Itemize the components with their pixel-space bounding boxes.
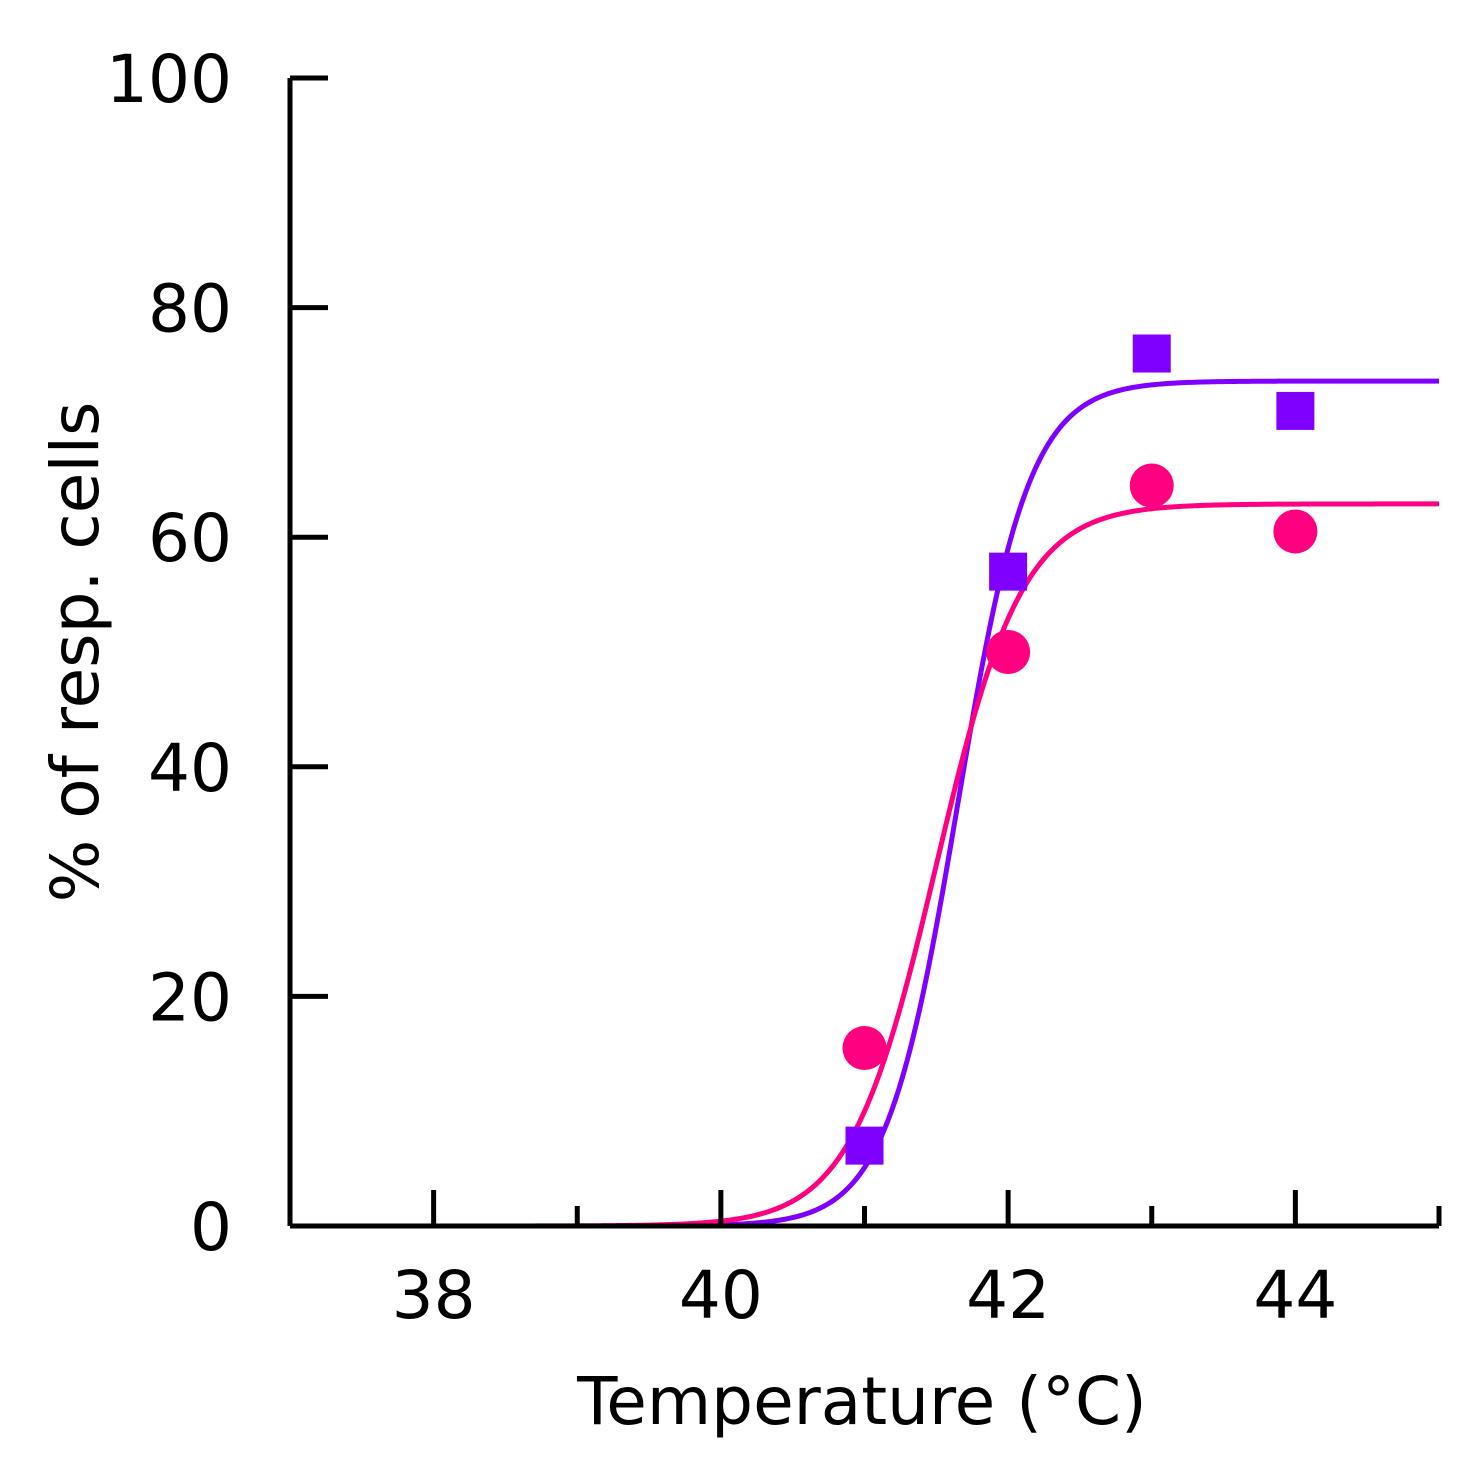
data-point-circles: [1273, 509, 1318, 554]
fit-curve-squares: [290, 378, 1439, 1229]
data-point-squares: [1132, 334, 1171, 373]
data-point-squares: [845, 1126, 884, 1165]
y-tick-label: 0: [190, 1189, 232, 1266]
x-tick-label: 40: [679, 1257, 763, 1334]
x-tick-label: 38: [392, 1257, 476, 1334]
x-tick-label: 44: [1253, 1257, 1337, 1334]
axis-ticks: 0 20 40 60 80 100 38 40 42 44: [106, 41, 1442, 1334]
y-axis-title: % of resp. cells: [37, 402, 114, 903]
data-point-circles: [986, 630, 1031, 674]
data-point-circles: [842, 1026, 887, 1071]
x-tick-label: 42: [966, 1257, 1050, 1334]
y-tick-label: 40: [148, 730, 232, 807]
fit-curve-circles: [290, 501, 1439, 1229]
data-point-circles: [1129, 463, 1174, 508]
data-points: [842, 334, 1318, 1165]
y-tick-label: 100: [106, 41, 232, 118]
data-point-squares: [1276, 391, 1315, 430]
y-tick-label: 60: [148, 500, 232, 577]
fit-curves: [290, 378, 1439, 1229]
x-axis-title: Temperature (°C): [576, 1363, 1147, 1440]
data-point-squares: [989, 552, 1028, 591]
y-tick-label: 80: [148, 271, 232, 348]
y-tick-label: 20: [148, 959, 232, 1036]
